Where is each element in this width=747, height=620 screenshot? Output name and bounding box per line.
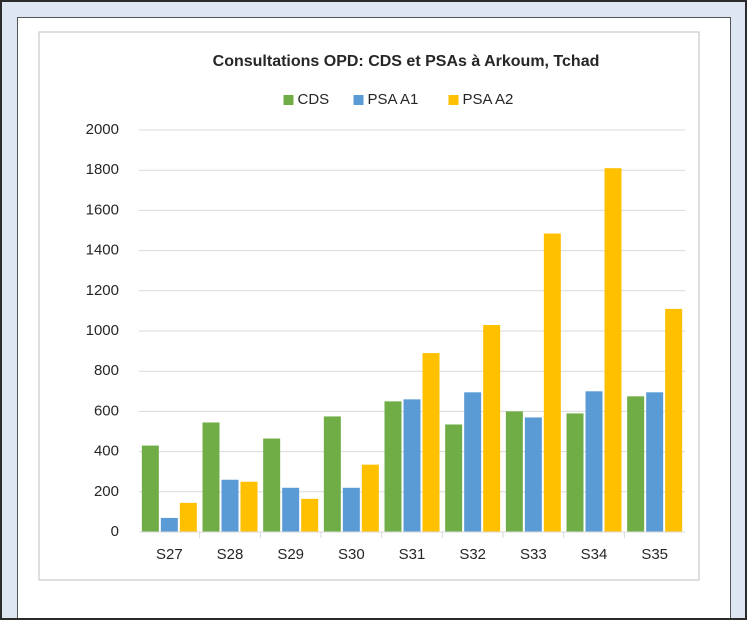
bar: [240, 481, 258, 532]
bar: [646, 392, 664, 532]
bar: [342, 487, 360, 532]
bar: [202, 422, 220, 532]
y-tick-label: 800: [94, 362, 119, 379]
bar: [323, 416, 341, 532]
bar: [627, 396, 645, 532]
chart-title: Consultations OPD: CDS et PSAs à Arkoum,…: [213, 53, 600, 70]
y-tick-label: 200: [94, 483, 119, 500]
bar: [445, 424, 463, 532]
x-tick-label: S27: [156, 546, 183, 563]
bar: [524, 417, 542, 532]
bar: [384, 401, 402, 532]
y-tick-label: 1600: [86, 201, 119, 218]
legend-label: PSA A1: [368, 91, 419, 108]
x-tick-label: S33: [520, 546, 547, 563]
x-tick-label: S32: [459, 546, 486, 563]
legend-swatch: [353, 95, 364, 105]
bar: [179, 502, 197, 532]
legend-swatch: [283, 95, 294, 105]
bar: [263, 438, 281, 532]
x-tick-label: S29: [277, 546, 304, 563]
bar: [665, 308, 683, 532]
legend-label: CDS: [298, 91, 330, 108]
bar: [301, 498, 319, 532]
y-tick-label: 1400: [86, 242, 119, 259]
x-tick-label: S30: [338, 546, 365, 563]
bar: [464, 392, 482, 532]
bar: [141, 445, 159, 532]
bar: [566, 413, 584, 532]
x-tick-label: S34: [581, 546, 608, 563]
bar: [422, 353, 440, 532]
y-tick-label: 1000: [86, 322, 119, 339]
y-tick-label: 2000: [86, 121, 119, 138]
bar: [282, 487, 300, 532]
bar: [361, 464, 379, 532]
x-tick-label: S28: [217, 546, 244, 563]
bar: [403, 399, 421, 532]
y-tick-label: 600: [94, 402, 119, 419]
y-tick-label: 0: [111, 523, 119, 540]
x-tick-label: S35: [641, 546, 668, 563]
y-tick-label: 1800: [86, 161, 119, 178]
bar: [483, 324, 501, 532]
y-tick-label: 1200: [86, 282, 119, 299]
bar: [221, 479, 239, 532]
bar: [585, 391, 603, 532]
x-tick-label: S31: [399, 546, 426, 563]
legend-swatch: [448, 95, 459, 105]
legend-label: PSA A2: [463, 91, 514, 108]
bar: [543, 233, 561, 532]
bar: [604, 168, 622, 532]
y-tick-label: 400: [94, 443, 119, 460]
bar: [505, 411, 523, 532]
bar: [160, 517, 178, 532]
